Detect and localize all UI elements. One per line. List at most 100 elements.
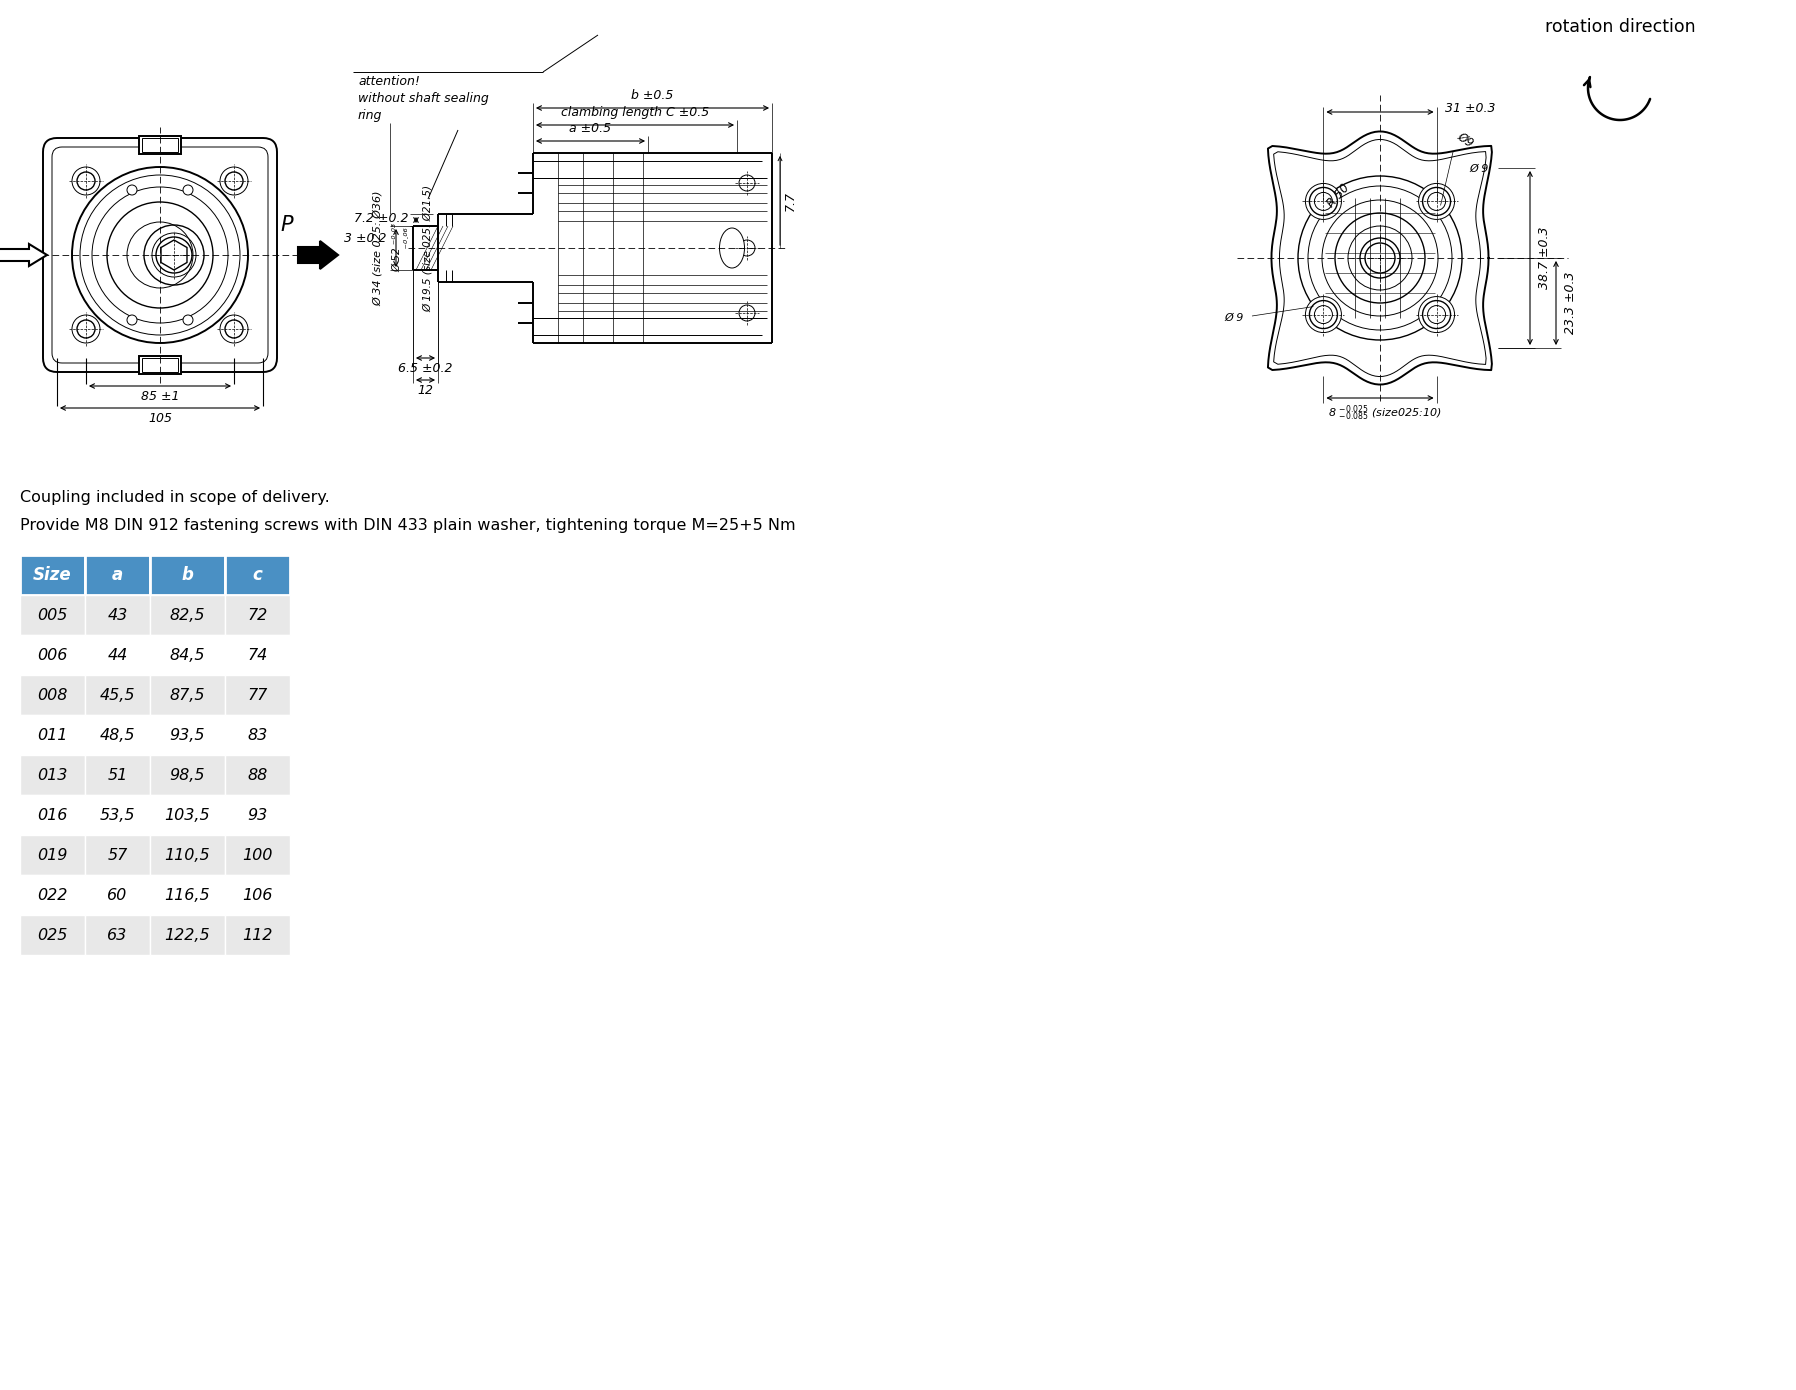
Bar	[20, 635, 84, 676]
Text: R 50: R 50	[1324, 182, 1352, 210]
Text: 83: 83	[248, 727, 268, 742]
FancyBboxPatch shape	[43, 138, 277, 373]
Bar	[151, 874, 224, 915]
Circle shape	[1365, 243, 1395, 272]
Text: 011: 011	[38, 727, 68, 742]
Bar	[224, 555, 289, 595]
Text: a ±0.5: a ±0.5	[569, 122, 611, 135]
Text: 022: 022	[38, 887, 68, 902]
Text: 23.3 ±0.3: 23.3 ±0.3	[1564, 272, 1577, 334]
Text: 72: 72	[248, 607, 268, 623]
Text: 63: 63	[108, 927, 128, 942]
Text: Ø 9: Ø 9	[1469, 164, 1489, 174]
Bar	[84, 795, 151, 835]
Text: a: a	[111, 566, 124, 584]
Circle shape	[128, 185, 136, 195]
Bar	[224, 874, 289, 915]
Text: 87,5: 87,5	[171, 688, 205, 702]
Bar	[151, 755, 224, 795]
Text: 38.7 ±0.3: 38.7 ±0.3	[1537, 227, 1552, 289]
Text: 44: 44	[108, 648, 128, 663]
Text: 008: 008	[38, 688, 68, 702]
Text: Ø9: Ø9	[1455, 129, 1476, 150]
Text: 12: 12	[417, 384, 433, 398]
Text: 005: 005	[38, 607, 68, 623]
Circle shape	[128, 316, 136, 325]
Bar	[20, 835, 84, 874]
Text: attention!
without shaft sealing
ring: attention! without shaft sealing ring	[357, 75, 489, 122]
Bar	[20, 595, 84, 635]
Text: 103,5: 103,5	[165, 808, 210, 823]
Circle shape	[72, 316, 101, 343]
Text: 45,5: 45,5	[101, 688, 135, 702]
Text: b ±0.5: b ±0.5	[630, 89, 674, 101]
Circle shape	[219, 167, 248, 195]
Bar	[20, 755, 84, 795]
FancyArrow shape	[298, 240, 338, 270]
Text: P: P	[280, 215, 293, 235]
Bar	[84, 755, 151, 795]
Bar	[20, 915, 84, 955]
Bar	[151, 555, 224, 595]
Text: 74: 74	[248, 648, 268, 663]
Bar	[224, 915, 289, 955]
Text: Coupling included in scope of delivery.: Coupling included in scope of delivery.	[20, 491, 330, 505]
Text: 7.2 ±0.2: 7.2 ±0.2	[354, 211, 408, 225]
Text: 60: 60	[108, 887, 128, 902]
Bar	[151, 835, 224, 874]
Bar	[84, 714, 151, 755]
Bar	[151, 595, 224, 635]
Text: 93: 93	[248, 808, 268, 823]
Circle shape	[183, 316, 192, 325]
Circle shape	[738, 240, 754, 256]
Bar	[224, 795, 289, 835]
Text: 84,5: 84,5	[171, 648, 205, 663]
Text: Ø 52 ⁻⁰·⁰³
      ⁻⁰·⁰⁶: Ø 52 ⁻⁰·⁰³ ⁻⁰·⁰⁶	[392, 224, 413, 272]
Text: 6.5 ±0.2: 6.5 ±0.2	[397, 361, 453, 375]
Bar	[84, 835, 151, 874]
Text: 100: 100	[242, 848, 273, 863]
Text: c: c	[253, 566, 262, 584]
Circle shape	[1306, 183, 1342, 220]
Text: 77: 77	[248, 688, 268, 702]
Bar	[84, 595, 151, 635]
Text: 57: 57	[108, 848, 128, 863]
Circle shape	[738, 175, 754, 190]
Bar	[20, 795, 84, 835]
Text: 013: 013	[38, 767, 68, 783]
Bar	[224, 595, 289, 635]
Text: 006: 006	[38, 648, 68, 663]
Text: 53,5: 53,5	[101, 808, 135, 823]
Text: 019: 019	[38, 848, 68, 863]
Text: 3 ±0.2: 3 ±0.2	[343, 232, 386, 245]
Circle shape	[72, 167, 101, 195]
Bar	[84, 915, 151, 955]
Text: Provide M8 DIN 912 fastening screws with DIN 433 plain washer, tightening torque: Provide M8 DIN 912 fastening screws with…	[20, 518, 796, 532]
Text: 8 $^{-0.025}_{-0.085}$ (size025:10): 8 $^{-0.025}_{-0.085}$ (size025:10)	[1329, 403, 1442, 423]
Circle shape	[1419, 296, 1455, 332]
Polygon shape	[1268, 132, 1492, 385]
Text: 106: 106	[242, 887, 273, 902]
Text: 116,5: 116,5	[165, 887, 210, 902]
Text: 48,5: 48,5	[101, 727, 135, 742]
Bar	[224, 755, 289, 795]
Bar	[138, 136, 181, 154]
Bar	[151, 714, 224, 755]
Text: 82,5: 82,5	[171, 607, 205, 623]
FancyArrow shape	[0, 245, 47, 265]
Circle shape	[1306, 296, 1342, 332]
Text: 112: 112	[242, 927, 273, 942]
Bar	[20, 874, 84, 915]
Bar	[224, 714, 289, 755]
Text: Ø 34 (size 025: Ø36): Ø 34 (size 025: Ø36)	[374, 190, 383, 306]
Text: b: b	[181, 566, 194, 584]
Bar	[84, 676, 151, 714]
Text: 88: 88	[248, 767, 268, 783]
Bar	[84, 635, 151, 676]
Circle shape	[183, 185, 192, 195]
Circle shape	[1419, 183, 1455, 220]
Circle shape	[1299, 177, 1462, 341]
Text: 7.7: 7.7	[785, 190, 797, 211]
Text: 93,5: 93,5	[171, 727, 205, 742]
Circle shape	[219, 316, 248, 343]
